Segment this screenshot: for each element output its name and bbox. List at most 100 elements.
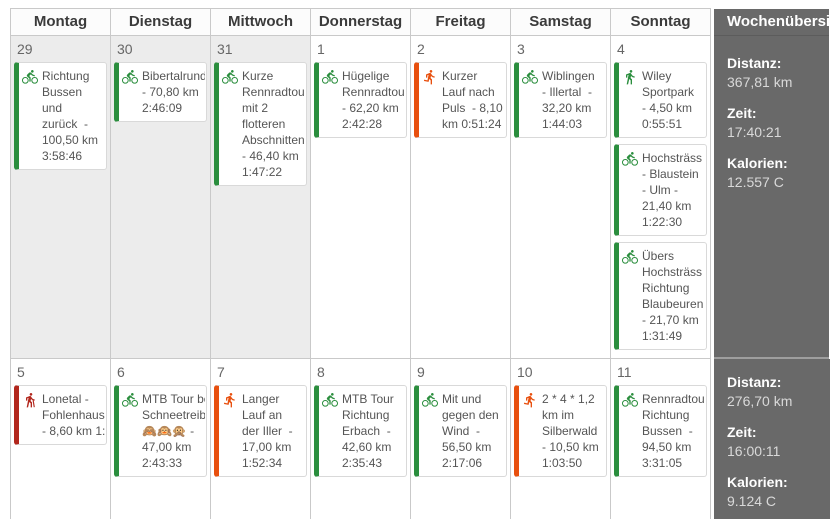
day-number: 31 (217, 41, 233, 57)
activity-card[interactable]: Hügelige Rennradtour - 62,20 km 2:42:28 (314, 62, 407, 138)
day-number: 10 (517, 364, 533, 380)
day-cell: 3 Wiblingen - Illertal - 32,20 km 1:44:03 (510, 35, 611, 359)
day-cell: 8 MTB Tour Richtung Erbach - 42,60 km 2:3… (310, 358, 411, 519)
week-row: 29 Richtung Bussen und zurück - 100,50 km… (10, 35, 832, 359)
activity-title: Lonetal - Fohlenhaus - 8,60 km 1:5 (42, 392, 105, 438)
activity-title: Kurzer Lauf nach Puls - 8,10 km 0:51:24 (442, 69, 503, 131)
week-summary-cell: Distanz: 367,81 km Zeit: 17:40:21 Kalorien: 1… (710, 35, 832, 359)
day-number: 11 (617, 364, 632, 380)
bike-icon (522, 69, 539, 86)
activity-title: 2 * 4 * 1,2 km im Silberwald - 10,50 km … (542, 392, 599, 470)
day-cell: 31 Kurze Rennradtour mit 2 flotteren Absc… (210, 35, 311, 359)
summary-distance-value: 367,81 km (727, 73, 793, 90)
day-number: 4 (617, 41, 625, 57)
bike-icon (22, 69, 39, 86)
day-number: 5 (17, 364, 25, 380)
day-cell: 30 Bibertalrunde - 70,80 km 2:46:09 (110, 35, 211, 359)
day-cell: 2 Kurzer Lauf nach Puls - 8,10 km 0:51:24 (410, 35, 511, 359)
weekday-header-dienstag: Dienstag (110, 8, 211, 36)
summary-distance: Distanz: 276,70 km (727, 373, 826, 410)
week-summary-header-cell: Wochenübersicht (710, 8, 832, 36)
activity-title: Übers Hochsträss Richtung Blaubeuren - 2… (642, 249, 704, 343)
summary-calories: Kalorien: 9.124 C (727, 473, 826, 510)
bike-icon (122, 69, 139, 86)
activity-card[interactable]: Richtung Bussen und zurück - 100,50 km 3… (14, 62, 107, 170)
weekday-header-donnerstag: Donnerstag (310, 8, 411, 36)
day-cell: 10 2 * 4 * 1,2 km im Silberwald - 10,50 k… (510, 358, 611, 519)
day-cell: 7 Langer Lauf an der Iller - 17,00 km 1:5… (210, 358, 311, 519)
day-number: 8 (317, 364, 325, 380)
weekday-header-row: Montag Dienstag Mittwoch Donnerstag Frei… (10, 8, 832, 36)
activity-card[interactable]: Lonetal - Fohlenhaus - 8,60 km 1:5 (14, 385, 107, 445)
summary-distance-value: 276,70 km (727, 392, 793, 409)
activity-card[interactable]: MTB Tour bei Schneetreiben 🙈🙉🙊 - 47,00 k… (114, 385, 207, 477)
summary-calories-value: 9.124 C (727, 492, 777, 509)
activity-card[interactable]: Kurzer Lauf nach Puls - 8,10 km 0:51:24 (414, 62, 507, 138)
activity-card[interactable]: Rennradtour Richtung Bussen - 94,50 km 3… (614, 385, 707, 477)
activity-card[interactable]: Bibertalrunde - 70,80 km 2:46:09 (114, 62, 207, 122)
activity-card[interactable]: Hochsträss - Blaustein - Ulm - 21,40 km … (614, 144, 707, 236)
bike-icon (322, 69, 339, 86)
calendar-table: Montag Dienstag Mittwoch Donnerstag Frei… (10, 8, 832, 519)
activity-card[interactable]: Wiley Sportpark - 4,50 km 0:55:51 (614, 62, 707, 138)
weekday-header-montag: Montag (10, 8, 111, 36)
day-cell: 5 Lonetal - Fohlenhaus - 8,60 km 1:5 (10, 358, 111, 519)
week-summary-cell: Distanz: 276,70 km Zeit: 16:00:11 Kalorien: 9… (710, 358, 832, 519)
day-number: 29 (17, 41, 33, 57)
summary-calories-label: Kalorien: (727, 154, 788, 171)
activity-card[interactable]: MTB Tour Richtung Erbach - 42,60 km 2:35… (314, 385, 407, 477)
activity-card[interactable]: Übers Hochsträss Richtung Blaubeuren - 2… (614, 242, 707, 350)
activity-title: Rennradtour Richtung Bussen - 94,50 km 3… (642, 392, 705, 470)
runner-icon (522, 392, 539, 409)
activity-title: Kurze Rennradtour mit 2 flotteren Abschn… (242, 69, 305, 179)
activity-title: Bibertalrunde - 70,80 km 2:46:09 (142, 69, 205, 115)
runner-icon (222, 392, 239, 409)
day-number: 30 (117, 41, 133, 57)
bike-icon (122, 392, 139, 409)
hiker-icon (22, 392, 39, 409)
day-cell: 9 Mit und gegen den Wind - 56,50 km 2:17:… (410, 358, 511, 519)
day-cell: 29 Richtung Bussen und zurück - 100,50 km… (10, 35, 111, 359)
day-number: 3 (517, 41, 525, 57)
summary-calories: Kalorien: 12.557 C (727, 154, 825, 191)
weekday-header-freitag: Freitag (410, 8, 511, 36)
day-number: 6 (117, 364, 125, 380)
activity-title: Mit und gegen den Wind - 56,50 km 2:17:0… (442, 392, 499, 470)
summary-time-value: 17:40:21 (727, 123, 782, 140)
day-cell: 4 Wiley Sportpark - 4,50 km 0:55:51 Hochst… (610, 35, 711, 359)
runner-icon (422, 69, 439, 86)
summary-distance: Distanz: 367,81 km (727, 54, 825, 91)
activity-card[interactable]: Mit und gegen den Wind - 56,50 km 2:17:0… (414, 385, 507, 477)
activity-card[interactable]: Wiblingen - Illertal - 32,20 km 1:44:03 (514, 62, 607, 138)
summary-time-value: 16:00:11 (727, 442, 781, 459)
activity-card[interactable]: Kurze Rennradtour mit 2 flotteren Abschn… (214, 62, 307, 186)
day-number: 9 (417, 364, 425, 380)
day-cell: 6 MTB Tour bei Schneetreiben 🙈🙉🙊 - 47,00 … (110, 358, 211, 519)
summary-distance-label: Distanz: (727, 54, 782, 71)
activity-title: Hochsträss - Blaustein - Ulm - 21,40 km … (642, 151, 703, 229)
bike-icon (222, 69, 239, 86)
summary-time-label: Zeit: (727, 423, 757, 440)
walker-icon (622, 69, 639, 86)
activity-card[interactable]: Langer Lauf an der Iller - 17,00 km 1:52… (214, 385, 307, 477)
activity-card[interactable]: 2 * 4 * 1,2 km im Silberwald - 10,50 km … (514, 385, 607, 477)
summary-time: Zeit: 16:00:11 (727, 423, 826, 460)
week-summary-panel: Distanz: 276,70 km Zeit: 16:00:11 Kalorien: 9… (714, 358, 830, 519)
activity-title: Richtung Bussen und zurück - 100,50 km 3… (42, 69, 99, 163)
summary-distance-label: Distanz: (727, 373, 782, 390)
summary-time: Zeit: 17:40:21 (727, 104, 825, 141)
weekday-header-sonntag: Sonntag (610, 8, 711, 36)
activity-title: MTB Tour bei Schneetreiben 🙈🙉🙊 - 47,00 k… (142, 392, 205, 470)
bike-icon (422, 392, 439, 409)
activity-title: Wiblingen - Illertal - 32,20 km 1:44:03 (542, 69, 595, 131)
bike-icon (622, 249, 639, 266)
day-number: 1 (317, 41, 325, 57)
activity-title: MTB Tour Richtung Erbach - 42,60 km 2:35… (342, 392, 394, 470)
activity-title: Langer Lauf an der Iller - 17,00 km 1:52… (242, 392, 293, 470)
activity-title: Wiley Sportpark - 4,50 km 0:55:51 (642, 69, 695, 131)
training-calendar: Montag Dienstag Mittwoch Donnerstag Frei… (0, 8, 832, 519)
activity-title: Hügelige Rennradtour - 62,20 km 2:42:28 (342, 69, 405, 131)
day-cell: 11 Rennradtour Richtung Bussen - 94,50 km… (610, 358, 711, 519)
week-row: 5 Lonetal - Fohlenhaus - 8,60 km 1:5 6 MTB … (10, 358, 832, 519)
summary-calories-value: 12.557 C (727, 173, 784, 190)
